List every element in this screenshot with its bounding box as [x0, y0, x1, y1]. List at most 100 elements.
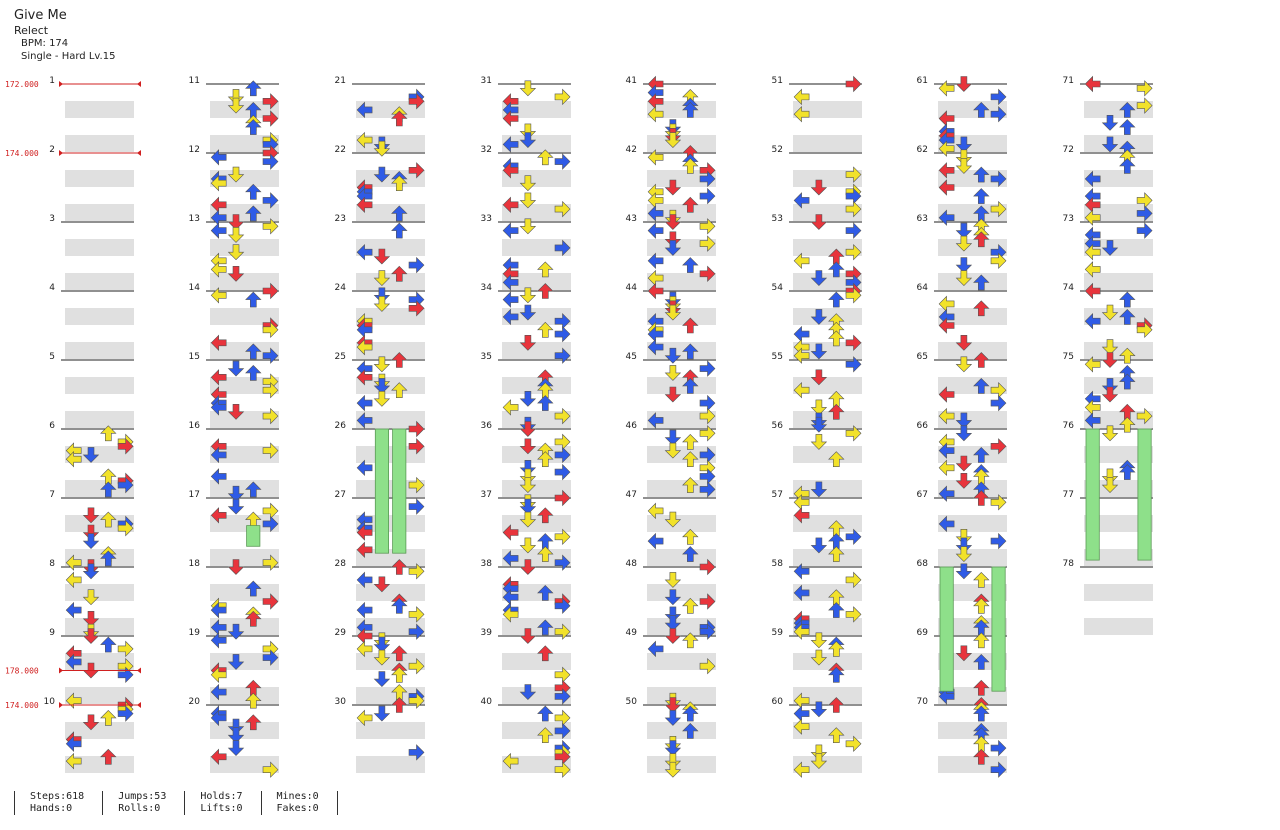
arrow-left-icon	[938, 485, 955, 502]
arrow-left-icon	[356, 131, 373, 149]
arrow-up-icon	[973, 653, 990, 670]
stats-col-1: Steps:618 Hands:0	[14, 791, 102, 815]
arrow-up-icon	[828, 727, 845, 744]
beat-stripe	[793, 515, 862, 532]
arrow-right-icon	[262, 554, 279, 571]
arrow-up-icon	[537, 321, 554, 338]
arrow-down-icon	[810, 416, 828, 433]
lifts-stat: Lifts:0	[200, 803, 243, 814]
arrow-right-icon	[117, 666, 134, 684]
arrow-left-icon	[647, 252, 664, 270]
arrow-down-icon	[373, 248, 391, 265]
arrow-up-icon	[100, 481, 117, 498]
arrow-left-icon	[65, 601, 82, 619]
arrow-left-icon	[210, 468, 227, 485]
arrow-right-icon	[699, 170, 716, 188]
arrow-right-icon	[554, 239, 571, 257]
beat-stripe	[938, 584, 1007, 601]
arrow-right-icon	[262, 347, 279, 364]
arrow-up-icon	[682, 343, 699, 360]
measure-number: 66	[917, 421, 929, 431]
measure-number: 38	[481, 559, 493, 569]
arrow-left-icon	[502, 136, 519, 153]
measure-number: 40	[481, 697, 493, 707]
beat-stripe	[1084, 308, 1153, 325]
arrow-left-icon	[356, 338, 373, 356]
beat-stripe	[65, 756, 134, 773]
arrow-right-icon	[845, 356, 862, 373]
arrow-down-icon	[955, 158, 973, 174]
arrow-left-icon	[356, 524, 373, 541]
arrow-up-icon	[245, 692, 262, 709]
measure-number: 65	[917, 352, 928, 362]
beat-stripe	[356, 618, 425, 635]
measure-28: 28	[335, 559, 425, 635]
beat-stripe	[647, 653, 716, 670]
arrow-down-icon	[227, 166, 245, 183]
beat-stripe	[502, 653, 571, 670]
arrow-left-icon	[502, 399, 519, 416]
arrow-right-icon	[554, 688, 571, 705]
arrow-left-icon	[793, 381, 810, 399]
arrow-right-icon	[1136, 205, 1153, 222]
arrow-up-icon	[100, 425, 117, 442]
beat-stripe	[502, 239, 571, 256]
arrow-down-icon	[519, 628, 537, 644]
bpm-label: BPM: 174	[21, 37, 69, 49]
arrow-up-icon	[1119, 101, 1136, 118]
arrow-down-icon	[373, 671, 391, 688]
beat-stripe	[65, 411, 134, 428]
arrow-right-icon	[554, 463, 571, 481]
arrow-up-icon	[973, 166, 990, 183]
arrow-down-icon	[519, 192, 537, 209]
arrow-up-icon	[100, 511, 117, 528]
beat-stripe	[938, 411, 1007, 428]
arrow-up-icon	[682, 632, 699, 649]
arrow-down-icon	[82, 628, 100, 644]
arrow-down-icon	[82, 533, 100, 550]
measure-number: 46	[626, 421, 638, 431]
arrow-left-icon	[938, 459, 955, 477]
measure-42: 42	[626, 145, 716, 221]
arrow-right-icon	[845, 243, 862, 261]
arrow-up-icon	[682, 433, 699, 450]
beat-stripe	[502, 446, 571, 463]
arrow-right-icon	[554, 347, 571, 364]
beat-stripe	[502, 377, 571, 394]
arrow-left-icon	[1084, 243, 1101, 261]
arrow-right-icon	[1136, 321, 1153, 339]
arrow-left-icon	[65, 692, 82, 709]
measure-number: 26	[335, 421, 347, 431]
arrow-up-icon	[245, 481, 262, 498]
measure-number: 45	[626, 352, 637, 362]
arrow-down-icon	[227, 740, 245, 757]
beat-stripe	[65, 480, 134, 497]
arrow-left-icon	[210, 334, 227, 352]
arrow-down-icon	[227, 559, 245, 575]
arrow-right-icon	[117, 476, 134, 494]
stats-footer: Steps:618 Hands:0 Jumps:53 Rolls:0 Holds…	[14, 791, 338, 815]
arrow-left-icon	[65, 752, 82, 770]
bpm-marker-icon	[137, 81, 141, 87]
beat-stripe	[65, 446, 134, 463]
arrow-left-icon	[502, 524, 519, 541]
arrow-up-icon	[682, 722, 699, 739]
arrow-up-icon	[973, 571, 990, 588]
beat-stripe	[793, 756, 862, 773]
arrow-left-icon	[793, 347, 810, 364]
bpm-marker-icon	[59, 81, 63, 87]
arrow-right-icon	[262, 192, 279, 209]
measure-number: 59	[772, 628, 784, 638]
arrow-up-icon	[245, 714, 262, 731]
arrow-down-icon	[955, 356, 973, 373]
measure-number: 67	[917, 490, 928, 500]
measure-number: 3	[49, 214, 55, 224]
measure-11: 11	[189, 76, 279, 152]
beat-stripe	[502, 618, 571, 635]
arrow-left-icon	[210, 601, 227, 619]
arrow-up-icon	[391, 222, 408, 239]
arrow-up-icon	[828, 666, 845, 683]
arrow-up-icon	[1119, 291, 1136, 308]
arrow-right-icon	[408, 256, 425, 274]
measure-number: 64	[917, 283, 929, 293]
